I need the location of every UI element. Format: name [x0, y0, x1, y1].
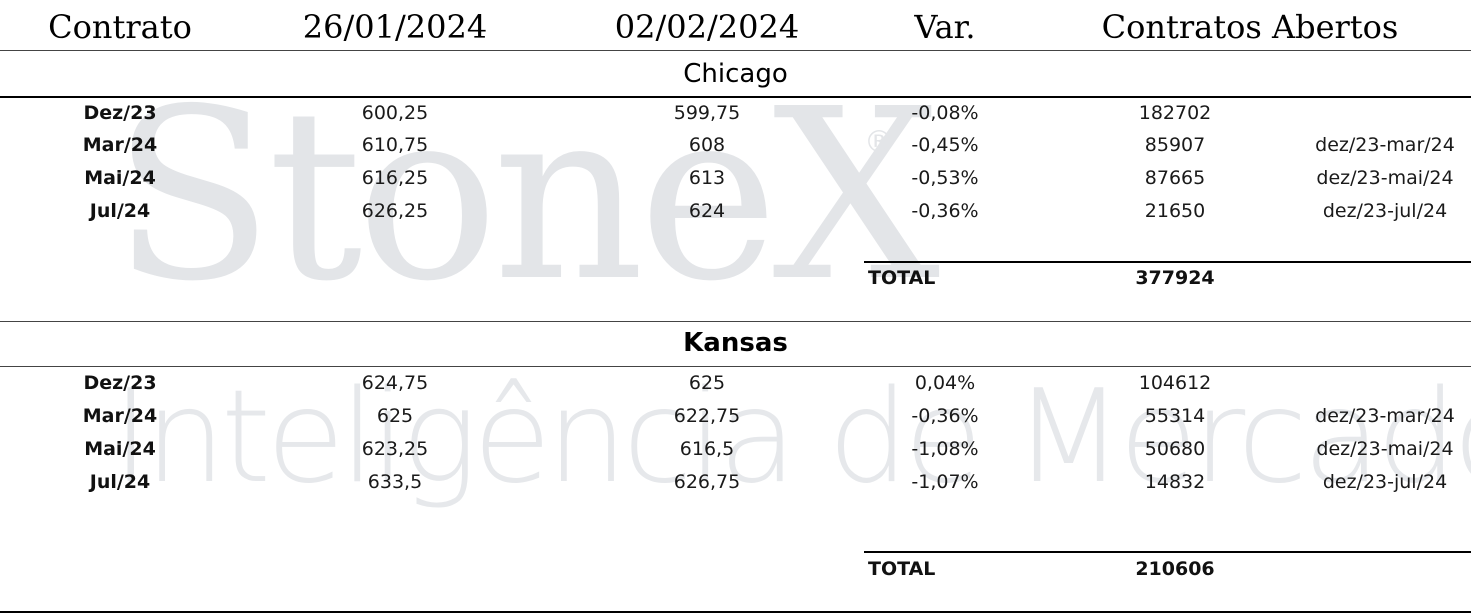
- cell-spread: dez/23-jul/24: [1322, 471, 1448, 493]
- cell-date1-value: 600,25: [361, 102, 429, 124]
- cell-date1-value: 623,25: [361, 438, 429, 460]
- cell-open-interest: 87665: [1144, 167, 1206, 189]
- cell-variation: -1,08%: [911, 438, 979, 460]
- cell-open-interest: 50680: [1144, 438, 1206, 460]
- cell-date2-value: 613: [688, 167, 726, 189]
- header-divider: [0, 50, 1471, 51]
- cell-variation: -0,36%: [911, 405, 979, 427]
- cell-date2-value: 622,75: [673, 405, 741, 427]
- cell-variation: 0,04%: [914, 372, 976, 394]
- total-divider-chicago: [864, 261, 1471, 263]
- cell-contract: Dez/23: [83, 372, 157, 394]
- table-bottom-border: [0, 611, 1471, 613]
- total-value-chicago: 377924: [1135, 267, 1215, 289]
- cell-date2-value: 599,75: [673, 102, 741, 124]
- cell-date1-value: 633,5: [367, 471, 423, 493]
- cell-variation: -0,53%: [911, 167, 979, 189]
- cell-spread: dez/23-mar/24: [1315, 134, 1455, 156]
- cell-contract: Mar/24: [82, 134, 158, 156]
- cell-date2-value: 626,75: [673, 471, 741, 493]
- total-label-kansas: TOTAL: [868, 558, 936, 580]
- cell-variation: -1,07%: [911, 471, 979, 493]
- cell-contract: Mar/24: [82, 405, 158, 427]
- cell-contract: Jul/24: [89, 471, 151, 493]
- section-divider-kansas: [0, 366, 1471, 367]
- cell-spread: dez/23-jul/24: [1322, 200, 1448, 222]
- cell-open-interest: 182702: [1138, 102, 1212, 124]
- cell-date1-value: 625: [376, 405, 414, 427]
- header-variation: Var.: [914, 8, 976, 46]
- header-date-1: 26/01/2024: [302, 8, 488, 46]
- cell-date2-value: 625: [688, 372, 726, 394]
- cell-date1-value: 616,25: [361, 167, 429, 189]
- cell-date2-value: 608: [688, 134, 726, 156]
- section-title-kansas: Kansas: [683, 328, 788, 358]
- cell-open-interest: 14832: [1144, 471, 1206, 493]
- cell-contract: Jul/24: [89, 200, 151, 222]
- cell-variation: -0,08%: [911, 102, 979, 124]
- section-divider-top-kansas: [0, 321, 1471, 322]
- cell-date2-value: 624: [688, 200, 726, 222]
- cell-spread: [1300, 367, 1470, 400]
- header-open-interest: Contratos Abertos: [1101, 8, 1399, 46]
- cell-variation: -0,36%: [911, 200, 979, 222]
- cell-open-interest: 104612: [1138, 372, 1212, 394]
- total-value-kansas: 210606: [1135, 558, 1215, 580]
- header-date-2: 02/02/2024: [614, 8, 800, 46]
- header-contract: Contrato: [48, 8, 192, 46]
- cell-spread: [1300, 97, 1470, 130]
- cell-open-interest: 85907: [1144, 134, 1206, 156]
- cell-variation: -0,45%: [911, 134, 979, 156]
- total-label-chicago: TOTAL: [868, 267, 936, 289]
- cell-date1-value: 626,25: [361, 200, 429, 222]
- cell-contract: Mai/24: [84, 438, 156, 460]
- cell-spread: dez/23-mar/24: [1315, 405, 1455, 427]
- section-title-chicago: Chicago: [683, 59, 788, 89]
- total-divider-kansas: [864, 551, 1471, 553]
- cell-contract: Mai/24: [84, 167, 156, 189]
- cell-date1-value: 610,75: [361, 134, 429, 156]
- cell-spread: dez/23-mai/24: [1316, 438, 1454, 460]
- cell-open-interest: 21650: [1144, 200, 1206, 222]
- section-divider-chicago: [0, 96, 1471, 98]
- cell-contract: Dez/23: [83, 102, 157, 124]
- cell-open-interest: 55314: [1144, 405, 1206, 427]
- cell-date2-value: 616,5: [679, 438, 735, 460]
- cell-date1-value: 624,75: [361, 372, 429, 394]
- cell-spread: dez/23-mai/24: [1316, 167, 1454, 189]
